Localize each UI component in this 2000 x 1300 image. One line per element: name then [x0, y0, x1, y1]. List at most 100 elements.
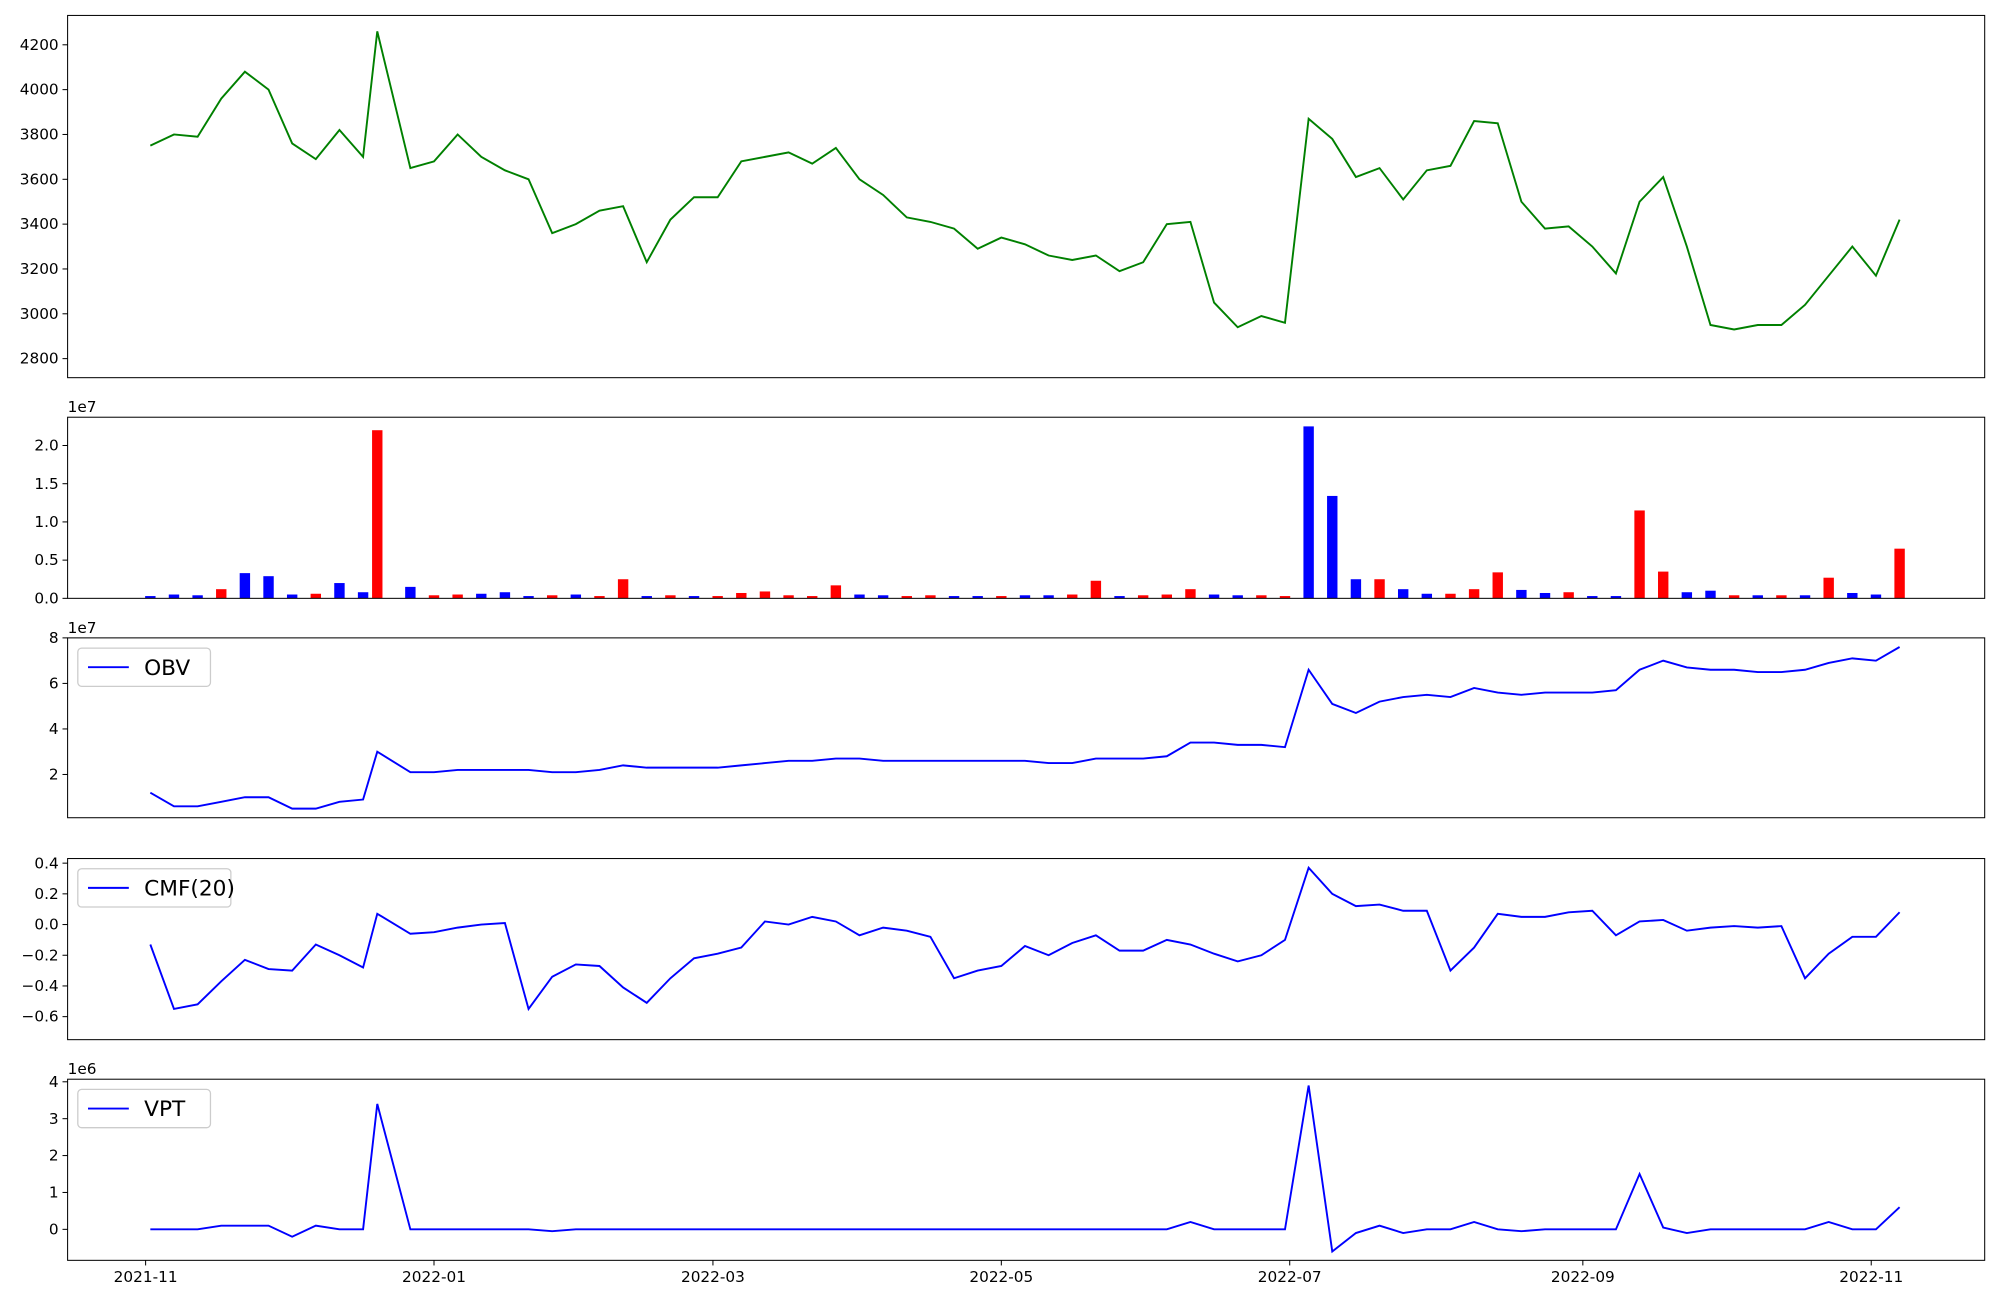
- volume-bar: [1256, 595, 1267, 599]
- volume-bar: [736, 592, 747, 599]
- panel-frame: [67, 416, 1986, 599]
- legend-label: OBV: [144, 656, 190, 681]
- legend-label: CMF(20): [144, 877, 235, 902]
- panel-frame: [67, 637, 1986, 819]
- legend-label: VPT: [144, 1097, 186, 1122]
- y-tick-label: −0.4: [22, 977, 59, 995]
- volume-bar: [1374, 579, 1385, 599]
- volume-bar: [1185, 589, 1196, 599]
- volume-bar: [523, 596, 534, 599]
- volume-bar: [546, 595, 558, 599]
- volume-bar: [168, 594, 180, 599]
- volume-bar: [452, 594, 463, 599]
- volume-bar: [1090, 580, 1102, 599]
- y-tick-label: 1.5: [34, 475, 58, 493]
- volume-bar: [372, 430, 383, 599]
- y-tick-label: 3200: [20, 260, 59, 278]
- volume-bar: [334, 583, 345, 599]
- x-tick-label: 2022-03: [681, 1268, 745, 1286]
- series-line: [149, 865, 1901, 1012]
- volume-bar: [617, 579, 629, 599]
- volume-bar: [996, 596, 1007, 599]
- y-tick-label: 2: [49, 766, 59, 784]
- legend-box: [77, 868, 232, 908]
- y-tick-label: 0.5: [34, 551, 58, 569]
- volume-bar: [1823, 577, 1834, 599]
- legend-box: [77, 1088, 212, 1129]
- volume-bar: [1279, 596, 1291, 599]
- volume-bar: [972, 596, 983, 599]
- volume-bar: [476, 593, 487, 599]
- volume-bar: [1445, 593, 1456, 599]
- volume-bar: [1303, 426, 1314, 599]
- volume-bar: [1728, 595, 1740, 599]
- volume-bar: [1161, 594, 1172, 599]
- x-tick-label: 2021-11: [114, 1268, 178, 1286]
- volume-bar: [216, 589, 227, 599]
- volume-bar: [759, 591, 771, 599]
- x-tick-label: 2022-01: [402, 1268, 466, 1286]
- y-tick-label: 0.4: [34, 854, 58, 872]
- volume-bar: [1752, 595, 1763, 599]
- volume-bar: [1658, 571, 1669, 599]
- y-tick-label: −0.6: [22, 1008, 59, 1026]
- y-tick-label: 4000: [20, 81, 59, 99]
- volume-bar: [1539, 592, 1551, 599]
- y-tick-label: 2.0: [34, 437, 58, 455]
- volume-bar: [783, 595, 794, 599]
- volume-bar: [594, 596, 605, 599]
- y-tick-label: 0.0: [34, 916, 58, 934]
- volume-bar: [854, 594, 865, 599]
- y-tick-label: 4200: [20, 36, 59, 54]
- volume-bar: [948, 596, 960, 599]
- volume-bar: [1847, 592, 1858, 599]
- volume-bar: [570, 594, 582, 599]
- volume-bar: [901, 596, 912, 599]
- volume-bar: [877, 595, 889, 599]
- volume-bar: [1610, 596, 1622, 599]
- volume-bar: [357, 592, 369, 599]
- volume-bar: [286, 594, 298, 599]
- offset-label: 1e7: [68, 398, 97, 416]
- volume-bar: [1776, 595, 1787, 599]
- y-tick-label: 6: [49, 675, 59, 693]
- volume-bar: [641, 596, 652, 599]
- volume-bar: [1067, 594, 1078, 599]
- volume-bar: [1468, 589, 1480, 599]
- y-tick-label: −0.2: [22, 946, 59, 964]
- volume-bar: [1421, 593, 1433, 599]
- volume-bar: [499, 592, 511, 599]
- y-tick-label: 3000: [20, 305, 59, 323]
- volume-bar: [1208, 594, 1220, 599]
- y-tick-label: 3400: [20, 215, 59, 233]
- offset-label: 1e7: [68, 619, 97, 637]
- y-tick-label: 4: [49, 1073, 59, 1091]
- y-tick-label: 0.2: [34, 885, 58, 903]
- volume-bar: [1350, 579, 1362, 599]
- y-tick-label: 3800: [20, 126, 59, 144]
- volume-bar: [712, 596, 723, 599]
- volume-bar: [1705, 590, 1716, 599]
- volume-bar: [239, 573, 251, 599]
- y-tick-label: 0: [49, 1220, 59, 1238]
- volume-bar: [665, 595, 676, 599]
- volume-bar: [1894, 548, 1905, 599]
- offset-label: 1e6: [68, 1060, 97, 1078]
- y-tick-label: 2800: [20, 350, 59, 368]
- volume-bar: [1019, 595, 1031, 599]
- panel-frame: [67, 14, 1986, 379]
- volume-bar: [1043, 595, 1054, 599]
- volume-bar: [1492, 572, 1503, 599]
- volume-bar: [145, 596, 156, 599]
- x-tick-label: 2022-05: [969, 1268, 1033, 1286]
- volume-bar: [807, 596, 818, 599]
- y-tick-label: 3600: [20, 170, 59, 188]
- volume-bar: [1137, 595, 1149, 599]
- volume-bar: [1799, 595, 1811, 599]
- volume-bar: [1563, 592, 1574, 599]
- y-tick-label: 4: [49, 720, 59, 738]
- series-line: [149, 31, 1901, 331]
- x-tick-label: 2022-09: [1551, 1268, 1615, 1286]
